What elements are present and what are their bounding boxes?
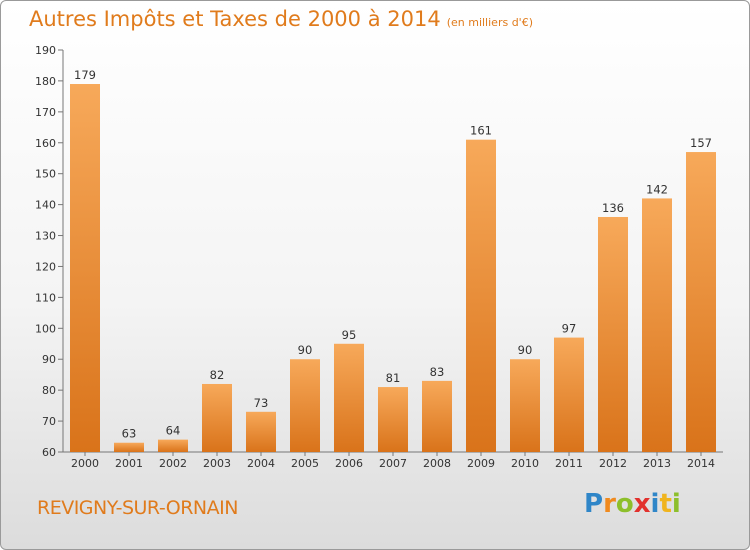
logo-letter: i bbox=[650, 489, 660, 519]
bar-value-label: 90 bbox=[298, 343, 313, 357]
bar-value-label: 136 bbox=[602, 201, 624, 215]
bar-value-label: 90 bbox=[518, 343, 533, 357]
y-tick-label: 60 bbox=[42, 446, 56, 459]
bar-value-label: 64 bbox=[166, 424, 181, 438]
bar-value-label: 83 bbox=[430, 365, 445, 379]
bar bbox=[598, 216, 628, 452]
bar bbox=[510, 359, 540, 452]
bars-group: 179 63 64 82 73 90 95 81 83 161 90 97 136 142 157 bbox=[70, 68, 716, 453]
y-tick-label: 140 bbox=[35, 199, 56, 212]
x-tick-label: 2010 bbox=[511, 457, 539, 470]
bar-value-label: 142 bbox=[646, 182, 668, 196]
y-tick-label: 180 bbox=[35, 75, 56, 88]
axis-group: 60 70 80 90 100 110 120 130 140 150 160 170 180 190 20… bbox=[35, 44, 723, 470]
y-tick-label: 100 bbox=[35, 322, 56, 335]
bar bbox=[422, 380, 452, 452]
bar-value-label: 82 bbox=[210, 368, 225, 382]
y-tick-label: 80 bbox=[42, 384, 56, 397]
bar bbox=[114, 442, 144, 452]
y-tick-label: 120 bbox=[35, 260, 56, 273]
x-tick-label: 2001 bbox=[115, 457, 143, 470]
logo-letter: x bbox=[633, 489, 651, 519]
title-text: Autres Impôts et Taxes de 2000 à 2014 bbox=[29, 7, 441, 31]
x-tick-label: 2003 bbox=[203, 457, 231, 470]
bar-value-label: 179 bbox=[74, 68, 96, 82]
bar bbox=[202, 383, 232, 452]
bar bbox=[70, 84, 100, 452]
y-tick-label: 130 bbox=[35, 230, 56, 243]
logo-letter: r bbox=[603, 489, 616, 519]
x-tick-label: 2007 bbox=[379, 457, 407, 470]
x-tick-label: 2011 bbox=[555, 457, 583, 470]
x-tick-label: 2006 bbox=[335, 457, 363, 470]
town-name: REVIGNY-SUR-ORNAIN bbox=[37, 497, 238, 519]
y-tick-label: 70 bbox=[42, 415, 56, 428]
bar-value-label: 63 bbox=[122, 427, 137, 441]
bar-value-label: 97 bbox=[562, 322, 577, 336]
logo-letter: i bbox=[671, 489, 681, 519]
x-tick-label: 2004 bbox=[247, 457, 275, 470]
chart-subtitle: (en milliers d'€) bbox=[446, 16, 533, 29]
logo-letter: P bbox=[584, 489, 604, 519]
bar-value-label: 161 bbox=[470, 124, 492, 138]
bar-value-label: 73 bbox=[254, 396, 269, 410]
bar bbox=[554, 337, 584, 452]
x-tick-label: 2000 bbox=[71, 457, 99, 470]
proxiti-logo[interactable]: Proxiti bbox=[584, 489, 681, 519]
y-tick-label: 170 bbox=[35, 106, 56, 119]
x-tick-label: 2002 bbox=[159, 457, 187, 470]
logo-letter: t bbox=[659, 489, 672, 519]
bar bbox=[466, 139, 496, 452]
bar bbox=[686, 152, 716, 453]
logo-letter: o bbox=[615, 489, 634, 519]
x-tick-label: 2014 bbox=[687, 457, 715, 470]
y-tick-label: 160 bbox=[35, 137, 56, 150]
y-tick-label: 110 bbox=[35, 291, 56, 304]
bar-value-label: 95 bbox=[342, 328, 357, 342]
bar bbox=[290, 359, 320, 452]
x-tick-label: 2009 bbox=[467, 457, 495, 470]
y-tick-label: 90 bbox=[42, 353, 56, 366]
bar bbox=[246, 411, 276, 452]
x-tick-label: 2005 bbox=[291, 457, 319, 470]
x-tick-label: 2012 bbox=[599, 457, 627, 470]
chart-title: Autres Impôts et Taxes de 2000 à 2014 (en… bbox=[29, 7, 533, 31]
bar bbox=[158, 439, 188, 452]
x-tick-label: 2013 bbox=[643, 457, 671, 470]
bar bbox=[642, 198, 672, 452]
x-tick-label: 2008 bbox=[423, 457, 451, 470]
bar bbox=[334, 343, 364, 452]
bar-value-label: 157 bbox=[690, 136, 712, 150]
bar-value-label: 81 bbox=[386, 371, 401, 385]
bar bbox=[378, 387, 408, 452]
y-tick-label: 190 bbox=[35, 44, 56, 57]
y-tick-label: 150 bbox=[35, 168, 56, 181]
